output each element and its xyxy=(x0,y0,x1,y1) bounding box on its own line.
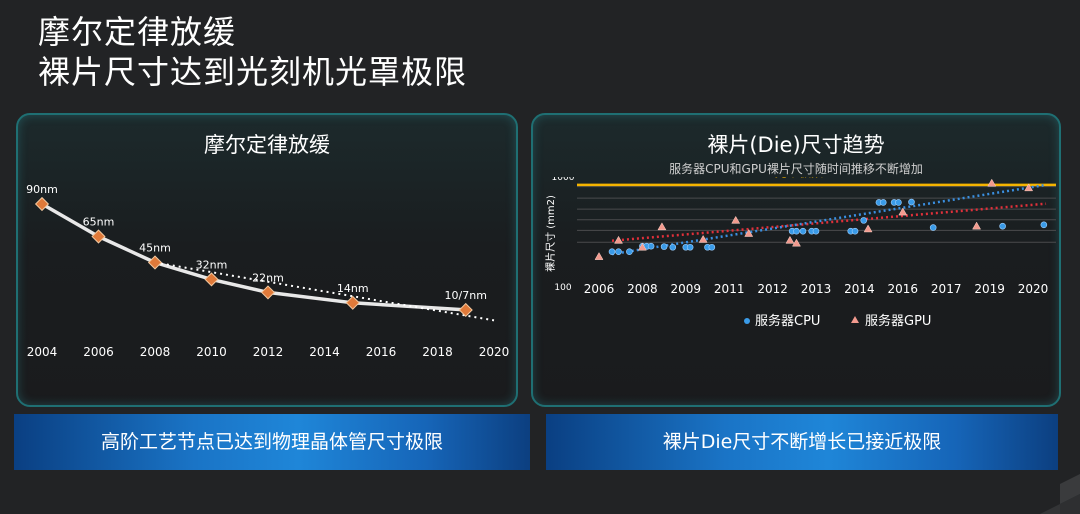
gpu-data-point xyxy=(863,224,873,233)
node-marker xyxy=(260,285,276,300)
x-tick-label: 2019 xyxy=(974,282,1005,296)
cpu-data-point xyxy=(608,248,616,256)
cpu-data-point xyxy=(1040,221,1048,229)
gpu-data-point xyxy=(785,235,795,244)
cpu-data-point xyxy=(626,248,633,256)
x-tick-label: 2008 xyxy=(627,282,658,296)
x-tick-label: 2016 xyxy=(366,345,397,359)
node-label: 90nm xyxy=(26,183,58,196)
gpu-data-point xyxy=(792,238,801,247)
legend-cpu-label: 服务器CPU xyxy=(755,313,820,329)
node-marker xyxy=(91,229,106,244)
page-headline: 摩尔定律放缓 裸片尺寸达到光刻机光罩极限 xyxy=(38,12,467,92)
cpu-data-point xyxy=(812,227,820,235)
node-marker xyxy=(458,302,473,318)
headline-line-2: 裸片尺寸达到光刻机光罩极限 xyxy=(38,53,468,91)
x-tick-label: 2011 xyxy=(714,282,745,296)
headline-line-1: 摩尔定律放缓 xyxy=(38,13,237,51)
gpu-data-point xyxy=(898,207,908,216)
cpu-data-point xyxy=(708,243,716,251)
gpu-data-point xyxy=(987,178,997,187)
reticle-limit-label: 光罩极限 xyxy=(774,177,823,179)
cpu-data-point xyxy=(895,199,902,206)
x-tick-label: 2006 xyxy=(584,282,615,296)
node-label: 45nm xyxy=(139,242,171,255)
y-tick-label: 100 xyxy=(554,283,571,293)
cpu-data-point xyxy=(908,198,915,206)
cpu-data-point xyxy=(929,224,937,231)
gpu-data-point xyxy=(614,235,623,244)
die-size-chart-subtitle: 服务器CPU和GPU裸片尺寸随时间推移不断增加 xyxy=(669,162,923,176)
die-size-chart: 1000 100 裸片尺寸 (mm2) 光罩极限 2006 2008 2009 2011 201… xyxy=(544,177,1056,329)
x-tick-label: 2009 xyxy=(671,282,702,296)
y-tick-label: 1000 xyxy=(552,177,575,183)
cube-decoration-icon xyxy=(1040,474,1080,514)
gpu-data-point xyxy=(698,234,708,243)
x-tick-label: 2020 xyxy=(479,345,510,359)
moore-law-panel: 摩尔定律放缓 2004 2006 2008 2010 2012 2014 2016 2018 2… xyxy=(16,113,518,407)
gpu-data-point xyxy=(1024,183,1034,192)
cpu-data-point xyxy=(793,227,800,235)
gpu-data-point xyxy=(744,229,754,237)
node-marker xyxy=(204,272,219,287)
legend-gpu-marker xyxy=(851,316,859,323)
x-tick-label: 2010 xyxy=(196,345,227,359)
x-tick-label: 2018 xyxy=(422,345,453,359)
x-tick-label: 2020 xyxy=(1018,282,1049,296)
gpu-data-point xyxy=(637,242,647,251)
cpu-data-point xyxy=(660,243,668,250)
x-tick-label: 2014 xyxy=(844,282,875,296)
node-label: 10/7nm xyxy=(445,289,487,302)
cpu-data-point xyxy=(860,217,868,224)
x-tick-label: 2012 xyxy=(253,345,284,359)
cpu-data-point xyxy=(999,222,1006,230)
cpu-data-point xyxy=(879,199,887,206)
node-marker xyxy=(34,196,50,212)
cpu-trend-line xyxy=(611,183,1047,256)
x-tick-label: 2016 xyxy=(888,282,919,296)
die-size-panel: 裸片(Die)尺寸趋势 服务器CPU和GPU裸片尺寸随时间推移不断增加 1000… xyxy=(531,113,1061,407)
cpu-data-point xyxy=(615,248,622,256)
gpu-data-point xyxy=(594,252,604,260)
gpu-data-point xyxy=(657,222,667,231)
legend-gpu-label: 服务器GPU xyxy=(865,313,931,329)
cpu-data-point xyxy=(799,227,807,235)
die-size-banner: 裸片Die尺寸不断增长已接近极限 xyxy=(546,414,1058,470)
x-tick-label: 2017 xyxy=(931,282,962,296)
die-size-chart-title: 裸片(Die)尺寸趋势 xyxy=(707,133,885,157)
node-label: 22nm xyxy=(252,271,284,284)
cpu-data-point xyxy=(669,243,677,251)
x-tick-label: 2014 xyxy=(309,345,340,359)
node-label: 32nm xyxy=(196,258,228,271)
y-axis-label: 裸片尺寸 (mm2) xyxy=(544,195,557,272)
x-tick-label: 2006 xyxy=(83,345,114,359)
x-tick-label: 2004 xyxy=(27,345,58,359)
node-marker xyxy=(147,255,163,270)
moore-law-chart-title: 摩尔定律放缓 xyxy=(204,133,330,157)
x-tick-label: 2008 xyxy=(140,345,171,359)
process-node-banner: 高阶工艺节点已达到物理晶体管尺寸极限 xyxy=(14,414,530,470)
node-marker xyxy=(345,295,360,310)
cpu-data-point xyxy=(851,227,859,235)
legend-cpu-marker xyxy=(744,318,750,324)
x-tick-label: 2012 xyxy=(757,282,788,296)
node-label: 14nm xyxy=(337,282,369,295)
gpu-data-point xyxy=(972,221,982,230)
gpu-data-point xyxy=(731,215,741,224)
cpu-data-point xyxy=(647,242,655,250)
cpu-data-point xyxy=(686,243,694,251)
node-label: 65nm xyxy=(83,216,115,229)
x-tick-label: 2013 xyxy=(801,282,832,296)
moore-law-chart: 2004 2006 2008 2010 2012 2014 2016 2018 2020 90nm… xyxy=(26,183,510,359)
